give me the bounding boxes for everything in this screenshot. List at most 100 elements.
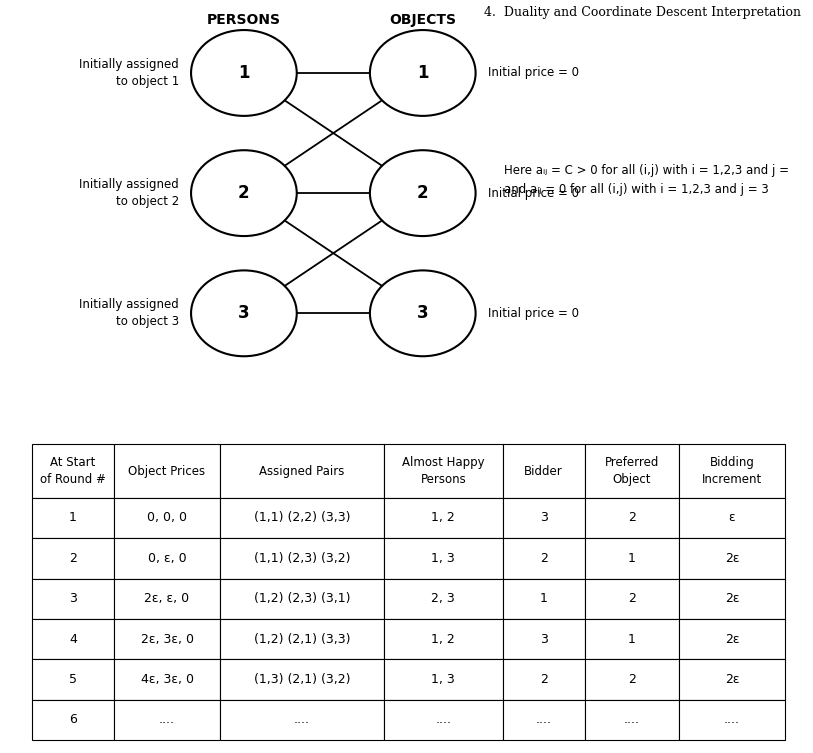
Bar bbox=[384, 538, 502, 578]
Text: 2, 3: 2, 3 bbox=[432, 593, 455, 605]
Text: PERSONS: PERSONS bbox=[207, 13, 281, 27]
Text: 3: 3 bbox=[417, 304, 428, 322]
Bar bbox=[585, 498, 679, 538]
Text: (1,2) (2,1) (3,3): (1,2) (2,1) (3,3) bbox=[254, 633, 350, 645]
Text: 1: 1 bbox=[628, 552, 636, 565]
Bar bbox=[114, 619, 220, 660]
Bar bbox=[114, 444, 220, 498]
Bar bbox=[585, 700, 679, 740]
Text: Bidder: Bidder bbox=[524, 465, 563, 477]
Ellipse shape bbox=[370, 151, 476, 236]
Text: ....: .... bbox=[536, 714, 551, 727]
Text: 2ε, ε, 0: 2ε, ε, 0 bbox=[145, 593, 189, 605]
Bar bbox=[220, 498, 384, 538]
Bar bbox=[32, 444, 114, 498]
Bar bbox=[32, 619, 114, 660]
Bar bbox=[114, 700, 220, 740]
Bar bbox=[585, 660, 679, 700]
Bar bbox=[384, 444, 502, 498]
Bar bbox=[384, 578, 502, 619]
Text: 3: 3 bbox=[540, 633, 547, 645]
Text: Object Prices: Object Prices bbox=[128, 465, 206, 477]
Bar bbox=[220, 578, 384, 619]
Bar bbox=[32, 578, 114, 619]
Text: 3: 3 bbox=[540, 511, 547, 524]
Text: (1,3) (2,1) (3,2): (1,3) (2,1) (3,2) bbox=[254, 673, 350, 686]
Text: ....: .... bbox=[624, 714, 640, 727]
Text: 2ε: 2ε bbox=[724, 673, 739, 686]
Bar bbox=[32, 538, 114, 578]
Text: (1,2) (2,3) (3,1): (1,2) (2,3) (3,1) bbox=[254, 593, 350, 605]
Bar bbox=[585, 578, 679, 619]
Text: Initial price = 0: Initial price = 0 bbox=[488, 306, 579, 320]
Ellipse shape bbox=[191, 151, 297, 236]
Text: At Start
of Round #: At Start of Round # bbox=[40, 456, 106, 486]
Bar bbox=[384, 498, 502, 538]
Ellipse shape bbox=[370, 30, 476, 116]
Text: 1: 1 bbox=[417, 64, 428, 82]
Ellipse shape bbox=[191, 30, 297, 116]
Text: ....: .... bbox=[294, 714, 310, 727]
Text: (1,1) (2,2) (3,3): (1,1) (2,2) (3,3) bbox=[254, 511, 350, 524]
Bar bbox=[384, 619, 502, 660]
Text: Initially assigned
to object 1: Initially assigned to object 1 bbox=[79, 58, 179, 88]
Bar bbox=[679, 700, 785, 740]
Bar bbox=[585, 619, 679, 660]
Text: 4: 4 bbox=[69, 633, 77, 645]
Bar bbox=[502, 700, 585, 740]
Text: ....: .... bbox=[435, 714, 451, 727]
Text: ε: ε bbox=[728, 511, 735, 524]
Text: 1, 2: 1, 2 bbox=[432, 633, 455, 645]
Bar bbox=[32, 498, 114, 538]
Text: 0, ε, 0: 0, ε, 0 bbox=[148, 552, 186, 565]
Bar bbox=[220, 660, 384, 700]
Text: 2: 2 bbox=[628, 511, 636, 524]
Bar bbox=[679, 619, 785, 660]
Text: Preferred
Object: Preferred Object bbox=[604, 456, 659, 486]
Text: 4ε, 3ε, 0: 4ε, 3ε, 0 bbox=[141, 673, 193, 686]
Text: 2: 2 bbox=[628, 673, 636, 686]
Bar bbox=[32, 660, 114, 700]
Text: 2: 2 bbox=[69, 552, 77, 565]
Text: 3: 3 bbox=[69, 593, 77, 605]
Text: Here aᵢⱼ = C > 0 for all (i,j) with i = 1,2,3 and j =
and aᵢⱼ = 0 for all (i,j) : Here aᵢⱼ = C > 0 for all (i,j) with i = … bbox=[504, 164, 789, 197]
Text: 2ε: 2ε bbox=[724, 633, 739, 645]
Bar bbox=[220, 444, 384, 498]
Bar bbox=[220, 538, 384, 578]
Text: Almost Happy
Persons: Almost Happy Persons bbox=[402, 456, 485, 486]
Text: 3: 3 bbox=[238, 304, 250, 322]
Text: 6: 6 bbox=[69, 714, 77, 727]
Bar bbox=[32, 700, 114, 740]
Bar bbox=[220, 700, 384, 740]
Text: 2: 2 bbox=[540, 552, 547, 565]
Text: 1, 3: 1, 3 bbox=[432, 673, 455, 686]
Bar bbox=[679, 444, 785, 498]
Text: 2: 2 bbox=[628, 593, 636, 605]
Text: 2ε, 3ε, 0: 2ε, 3ε, 0 bbox=[141, 633, 193, 645]
Text: Initially assigned
to object 2: Initially assigned to object 2 bbox=[79, 178, 179, 208]
Bar bbox=[502, 578, 585, 619]
Bar bbox=[502, 498, 585, 538]
Text: 2: 2 bbox=[540, 673, 547, 686]
Bar bbox=[114, 578, 220, 619]
Bar bbox=[384, 700, 502, 740]
Text: 1: 1 bbox=[238, 64, 250, 82]
Text: 1, 2: 1, 2 bbox=[432, 511, 455, 524]
Bar bbox=[502, 444, 585, 498]
Bar bbox=[679, 578, 785, 619]
Text: Bidding
Increment: Bidding Increment bbox=[702, 456, 762, 486]
Text: 1: 1 bbox=[540, 593, 547, 605]
Bar bbox=[502, 660, 585, 700]
Text: Assigned Pairs: Assigned Pairs bbox=[259, 465, 345, 477]
Text: 2: 2 bbox=[417, 184, 428, 202]
Bar bbox=[679, 538, 785, 578]
Bar bbox=[679, 660, 785, 700]
Bar bbox=[679, 498, 785, 538]
Text: Initial price = 0: Initial price = 0 bbox=[488, 66, 579, 80]
Text: 4.  Duality and Coordinate Descent Interpretation: 4. Duality and Coordinate Descent Interp… bbox=[484, 7, 801, 20]
Text: (1,1) (2,3) (3,2): (1,1) (2,3) (3,2) bbox=[254, 552, 350, 565]
Text: ....: .... bbox=[724, 714, 740, 727]
Bar bbox=[114, 498, 220, 538]
Ellipse shape bbox=[191, 270, 297, 356]
Bar bbox=[502, 619, 585, 660]
